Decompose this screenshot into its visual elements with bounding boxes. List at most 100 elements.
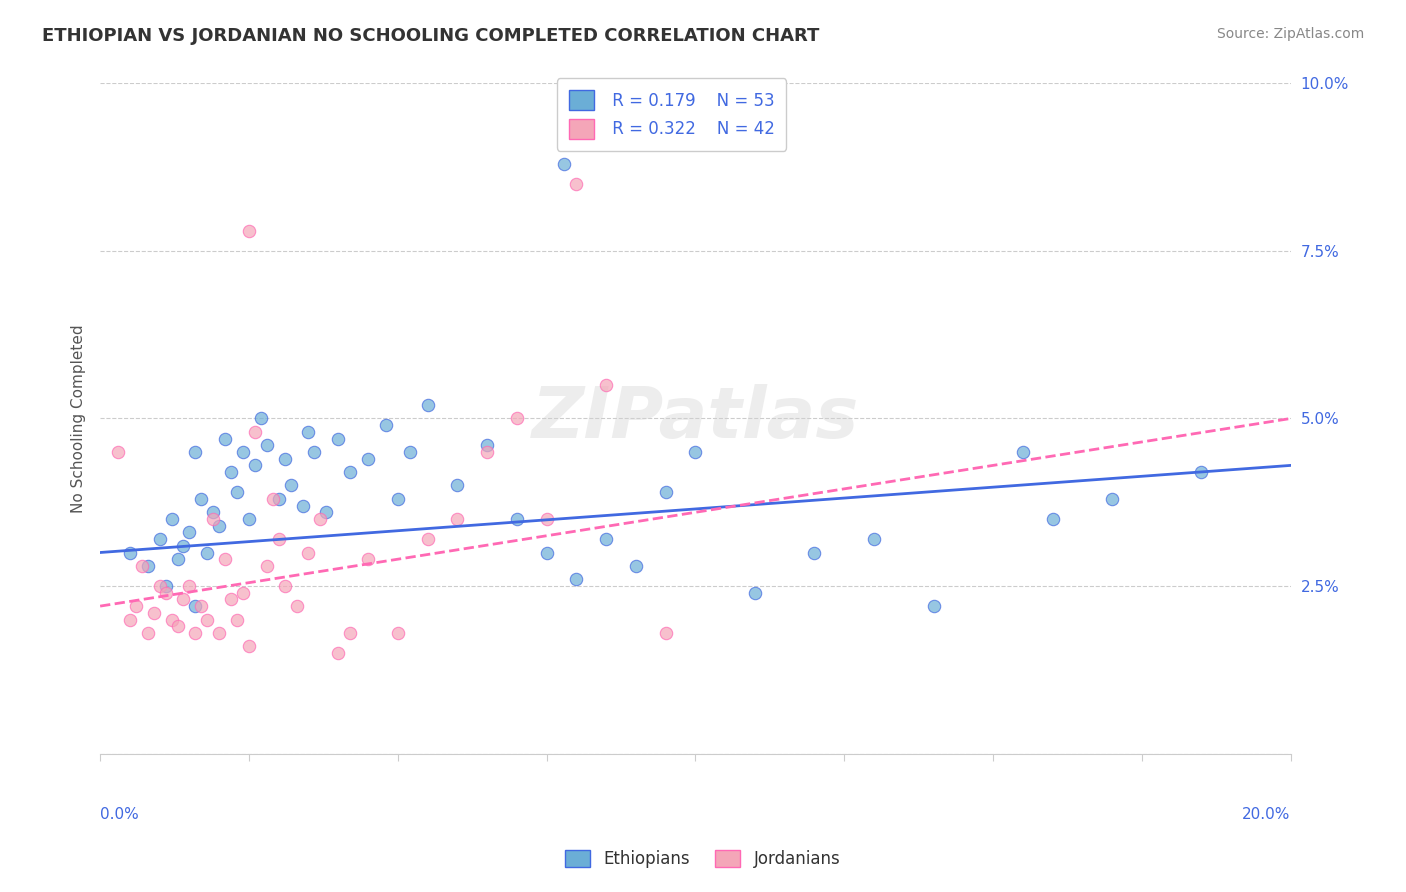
Point xyxy=(214,432,236,446)
Point xyxy=(208,626,231,640)
Point xyxy=(357,552,380,566)
Point xyxy=(475,445,498,459)
Y-axis label: No Schooling Completed: No Schooling Completed xyxy=(72,324,86,513)
Point xyxy=(107,445,129,459)
Point xyxy=(155,579,177,593)
Point xyxy=(172,539,194,553)
Point xyxy=(118,545,141,559)
Point xyxy=(267,532,290,546)
Point xyxy=(291,499,314,513)
Point xyxy=(654,485,676,500)
Point xyxy=(1101,491,1123,506)
Point xyxy=(238,640,260,654)
Point xyxy=(226,485,249,500)
Point xyxy=(536,512,558,526)
Point xyxy=(273,451,295,466)
Point xyxy=(172,592,194,607)
Point xyxy=(149,579,172,593)
Point xyxy=(506,512,529,526)
Point xyxy=(136,558,159,573)
Point xyxy=(328,432,350,446)
Point xyxy=(446,478,468,492)
Point xyxy=(357,451,380,466)
Point xyxy=(922,599,945,613)
Point xyxy=(219,592,242,607)
Point xyxy=(214,552,236,566)
Point xyxy=(256,438,278,452)
Point xyxy=(475,438,498,452)
Point xyxy=(315,505,337,519)
Point xyxy=(280,478,302,492)
Point xyxy=(262,491,284,506)
Text: ZIPatlas: ZIPatlas xyxy=(531,384,859,453)
Point xyxy=(398,445,420,459)
Point xyxy=(166,619,188,633)
Point xyxy=(744,585,766,599)
Point xyxy=(624,558,647,573)
Point xyxy=(595,378,617,392)
Point xyxy=(1191,465,1213,479)
Point xyxy=(250,411,273,425)
Point xyxy=(374,418,396,433)
Point xyxy=(416,532,439,546)
Point xyxy=(416,398,439,412)
Point xyxy=(125,599,148,613)
Point xyxy=(238,224,260,238)
Point xyxy=(1042,512,1064,526)
Point xyxy=(160,512,183,526)
Point xyxy=(238,512,260,526)
Text: 20.0%: 20.0% xyxy=(1243,807,1291,822)
Point xyxy=(536,545,558,559)
Point xyxy=(863,532,886,546)
Point xyxy=(190,491,212,506)
Point xyxy=(243,458,266,473)
Point xyxy=(184,599,207,613)
Point xyxy=(565,177,588,191)
Point xyxy=(149,532,172,546)
Point xyxy=(136,626,159,640)
Point xyxy=(595,532,617,546)
Point xyxy=(202,505,225,519)
Point xyxy=(553,157,575,171)
Point xyxy=(309,512,332,526)
Point xyxy=(304,445,326,459)
Point xyxy=(243,425,266,439)
Point xyxy=(339,626,361,640)
Point xyxy=(387,626,409,640)
Point xyxy=(565,572,588,586)
Point xyxy=(803,545,825,559)
Point xyxy=(232,445,254,459)
Point xyxy=(166,552,188,566)
Point xyxy=(219,465,242,479)
Point xyxy=(179,525,201,540)
Point xyxy=(184,626,207,640)
Point xyxy=(1011,445,1033,459)
Point xyxy=(155,585,177,599)
Point xyxy=(506,411,529,425)
Point xyxy=(195,545,218,559)
Point xyxy=(446,512,468,526)
Point xyxy=(685,445,707,459)
Point xyxy=(285,599,308,613)
Point xyxy=(202,512,225,526)
Point xyxy=(267,491,290,506)
Point xyxy=(328,646,350,660)
Point xyxy=(339,465,361,479)
Point xyxy=(195,613,218,627)
Point xyxy=(256,558,278,573)
Point xyxy=(118,613,141,627)
Point xyxy=(654,626,676,640)
Point xyxy=(160,613,183,627)
Text: ETHIOPIAN VS JORDANIAN NO SCHOOLING COMPLETED CORRELATION CHART: ETHIOPIAN VS JORDANIAN NO SCHOOLING COMP… xyxy=(42,27,820,45)
Point xyxy=(297,545,319,559)
Point xyxy=(273,579,295,593)
Point xyxy=(190,599,212,613)
Legend: Ethiopians, Jordanians: Ethiopians, Jordanians xyxy=(558,843,848,875)
Text: 0.0%: 0.0% xyxy=(100,807,139,822)
Point xyxy=(297,425,319,439)
Point xyxy=(179,579,201,593)
Point xyxy=(208,518,231,533)
Text: Source: ZipAtlas.com: Source: ZipAtlas.com xyxy=(1216,27,1364,41)
Point xyxy=(131,558,153,573)
Point xyxy=(387,491,409,506)
